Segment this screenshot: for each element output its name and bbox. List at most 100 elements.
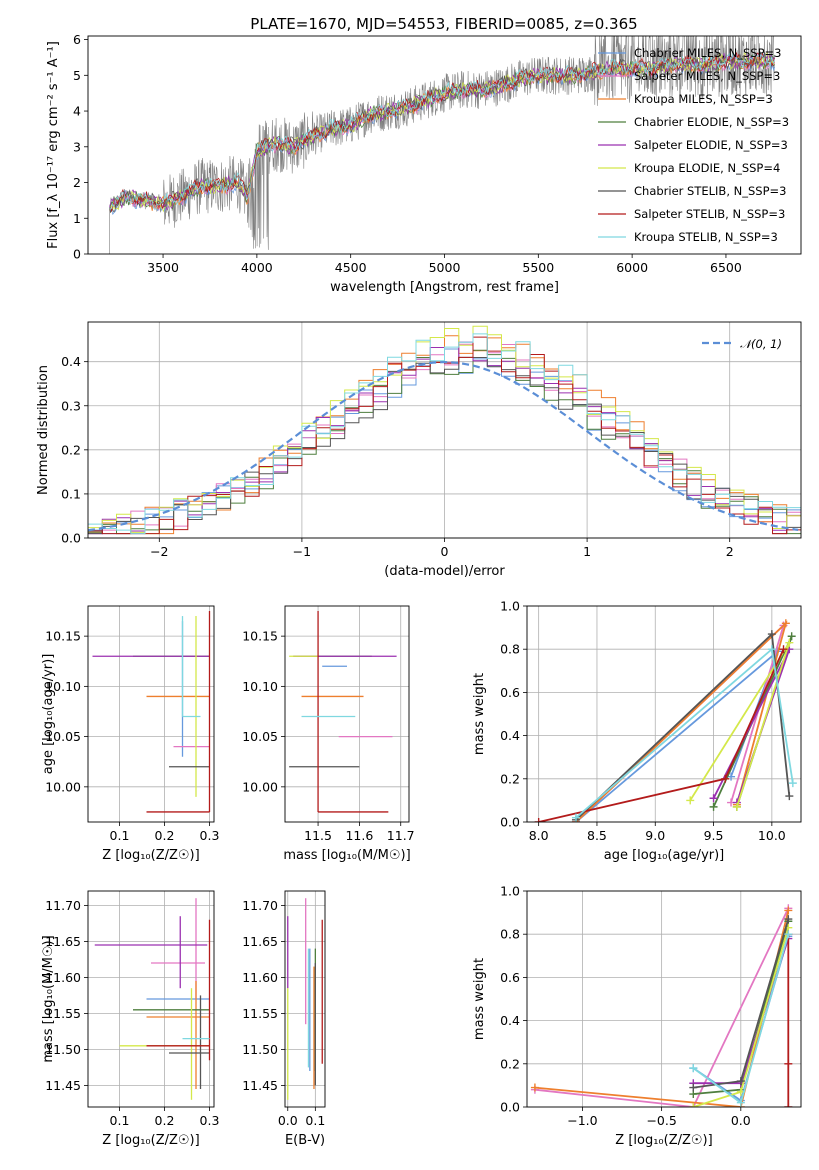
y-tick-label: 0.6 bbox=[500, 685, 520, 700]
x-tick-label: 6000 bbox=[616, 260, 648, 275]
x-tick-label: 11.6 bbox=[345, 828, 373, 843]
y-tick-label: 3 bbox=[73, 139, 81, 154]
x-tick-label: 0.0 bbox=[731, 1113, 751, 1128]
y-tick-label: 11.70 bbox=[45, 898, 81, 913]
x-tick-label: 5500 bbox=[522, 260, 554, 275]
y-tick-label: 10.10 bbox=[45, 679, 81, 694]
mass-weight-marker bbox=[736, 1098, 745, 1107]
y-tick-label: 10.15 bbox=[45, 629, 81, 644]
y-tick-label: 0.0 bbox=[500, 815, 520, 830]
mass-weight-marker bbox=[686, 796, 695, 805]
y-tick-label: 1.0 bbox=[500, 599, 520, 614]
y-axis-label: Flux [f_λ 10⁻¹⁷ erg cm⁻² s⁻¹ A⁻¹] bbox=[46, 41, 61, 249]
mass-vs-metallicity-panel: 0.1 0.2 0.3 11.45 11.50 11.55 11.60 11.65 11.70 Z… bbox=[41, 890, 220, 1148]
axes-frame bbox=[284, 890, 326, 1108]
y-tick-label: 0.8 bbox=[500, 927, 520, 942]
x-axis-label: (data-model)/error bbox=[384, 564, 505, 579]
y-tick-label: 11.60 bbox=[45, 970, 81, 985]
mass-weight-marker bbox=[767, 645, 776, 654]
y-tick-label: 0.4 bbox=[500, 728, 520, 743]
x-axis-label: wavelength [Angstrom, rest frame] bbox=[330, 280, 559, 295]
axes-frame bbox=[526, 605, 802, 823]
x-axis-label: Z [log₁₀(Z/Z☉)] bbox=[102, 1133, 199, 1148]
y-tick-label: 0.0 bbox=[61, 531, 81, 546]
y-tick-label: 10.00 bbox=[242, 779, 278, 794]
mass-weight-vs-metallicity-panel: −1.0 −0.5 0.0 0.0 0.2 0.4 0.6 0.8 1.0 Z [log₁₀(Z/… bbox=[472, 884, 802, 1148]
y-axis-label: age [log₁₀(age/yr)] bbox=[41, 654, 56, 775]
x-tick-label: 0.2 bbox=[155, 1113, 175, 1128]
mass-weight-marker bbox=[784, 1103, 793, 1107]
x-tick-label: 0.3 bbox=[200, 828, 220, 843]
mass-weight-marker bbox=[571, 813, 580, 822]
axes-frame bbox=[87, 605, 215, 823]
legend-label: Chabrier STELIB, N_SSP=3 bbox=[634, 184, 786, 198]
plot-area bbox=[92, 611, 211, 813]
plot-area bbox=[289, 611, 397, 813]
x-tick-label: 0 bbox=[441, 544, 449, 559]
y-tick-label: 11.60 bbox=[242, 970, 278, 985]
legend-label: Chabrier MILES, N_SSP=3 bbox=[634, 46, 781, 60]
x-tick-label: 3500 bbox=[147, 260, 179, 275]
mass-weight-line bbox=[534, 907, 790, 1107]
model-spectrum-line bbox=[109, 51, 776, 213]
mass-weight-marker bbox=[784, 915, 793, 924]
legend-label: Salpeter ELODIE, N_SSP=3 bbox=[634, 138, 788, 152]
y-tick-label: 11.65 bbox=[45, 934, 81, 949]
y-tick-label: 0.6 bbox=[500, 970, 520, 985]
residual-histogram-step bbox=[88, 333, 801, 535]
x-tick-label: −1.0 bbox=[567, 1113, 597, 1128]
x-tick-label: 11.7 bbox=[387, 828, 415, 843]
y-tick-label: 2 bbox=[73, 175, 81, 190]
mass-weight-marker bbox=[689, 1103, 698, 1107]
y-tick-label: 11.50 bbox=[242, 1042, 278, 1057]
x-tick-label: −0.5 bbox=[646, 1113, 676, 1128]
y-tick-label: 11.45 bbox=[242, 1078, 278, 1093]
mass-weight-marker bbox=[781, 619, 790, 628]
mass-vs-extinction-panel: 0.0 0.1 11.45 11.50 11.55 11.60 11.65 11.70 E(B-… bbox=[242, 890, 326, 1148]
y-tick-label: 0.8 bbox=[500, 642, 520, 657]
y-tick-label: 0.4 bbox=[61, 354, 81, 369]
x-axis-label: Z [log₁₀(Z/Z☉)] bbox=[102, 848, 199, 863]
axes-frame bbox=[526, 890, 802, 1108]
y-tick-label: 0.2 bbox=[61, 442, 81, 457]
y-tick-label: 4 bbox=[73, 104, 81, 119]
y-tick-label: 11.55 bbox=[242, 1006, 278, 1021]
x-tick-label: 0.3 bbox=[200, 1113, 220, 1128]
x-tick-label: 0.1 bbox=[110, 1113, 130, 1128]
y-axis-label: mass [log₁₀(M/M☉)] bbox=[41, 935, 56, 1062]
mass-weight-marker bbox=[732, 802, 741, 811]
plot-area bbox=[287, 898, 323, 1100]
x-tick-label: 5000 bbox=[429, 260, 461, 275]
residual-histogram-panel: −2 −1 0 1 2 0.0 0.1 0.2 0.3 0.4 (data-model)/error… bbox=[36, 321, 802, 579]
x-tick-label: 6500 bbox=[710, 260, 742, 275]
mass-weight-marker bbox=[689, 1064, 698, 1073]
mass-weight-marker bbox=[784, 1059, 793, 1068]
legend-label: Chabrier ELODIE, N_SSP=3 bbox=[634, 115, 789, 129]
x-tick-label: −1 bbox=[293, 544, 311, 559]
mass-weight-marker bbox=[785, 792, 794, 801]
y-axis-label: mass weight bbox=[472, 958, 487, 1040]
x-tick-label: 10.0 bbox=[758, 828, 786, 843]
model-spectrum-line bbox=[109, 52, 776, 210]
plot-area bbox=[94, 898, 211, 1100]
y-tick-label: 0.2 bbox=[500, 1056, 520, 1071]
figure-title: PLATE=1670, MJD=54553, FIBERID=0085, z=0… bbox=[250, 15, 637, 33]
legend-label: Salpeter STELIB, N_SSP=3 bbox=[634, 207, 785, 221]
legend-label: Salpeter MILES, N_SSP=3 bbox=[634, 69, 780, 83]
y-tick-label: 10.05 bbox=[45, 729, 81, 744]
mass-weight-marker bbox=[530, 1083, 539, 1092]
legend-label: Kroupa ELODIE, N_SSP=4 bbox=[634, 161, 780, 175]
gaussian-reference-line bbox=[88, 360, 799, 532]
axes-frame bbox=[284, 605, 410, 823]
mass-weight-marker bbox=[709, 802, 718, 811]
mass-weight-marker bbox=[785, 638, 794, 647]
y-tick-label: 1 bbox=[73, 211, 81, 226]
legend-label: Kroupa STELIB, N_SSP=3 bbox=[634, 230, 778, 244]
mass-weight-marker bbox=[787, 632, 796, 641]
x-tick-label: 8.5 bbox=[587, 828, 607, 843]
mass-weight-marker bbox=[534, 818, 543, 822]
plot-area bbox=[534, 619, 797, 822]
y-axis-label: mass weight bbox=[472, 673, 487, 755]
